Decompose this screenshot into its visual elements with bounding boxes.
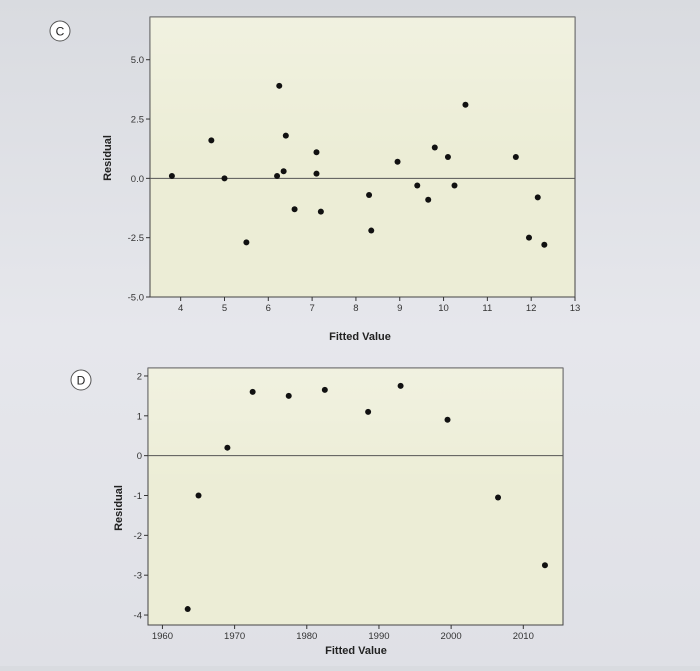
data-point [365,408,372,415]
x-tick-label: 1970 [224,631,245,642]
x-tick-label: 9 [397,303,402,314]
x-tick-label: 1960 [152,631,173,642]
data-point [414,182,421,189]
data-point [431,144,438,151]
x-tick-label: 1990 [368,631,389,642]
data-point [317,208,324,215]
x-axis-d: 1960 1970 1980 1990 2000 2010 [152,625,534,642]
x-tick-label: 2010 [513,631,534,642]
y-tick-label: 1 [137,411,142,422]
data-point [224,444,231,451]
panel-d-label: D [77,374,86,388]
data-point [195,492,202,499]
y-tick-label: 0.0 [131,174,144,185]
x-axis-label-d: Fitted Value [325,645,387,657]
data-point [541,241,548,248]
x-axis-label-c: Fitted Value [329,331,391,343]
x-tick-label: 7 [309,303,314,314]
data-point [462,101,469,108]
data-point [397,382,404,389]
data-point [282,132,289,139]
x-tick-label: 4 [178,303,183,314]
data-point [313,149,320,156]
data-points-c [168,82,548,248]
y-tick-label: 5.0 [131,55,144,66]
data-point [276,82,283,89]
data-point [184,606,191,613]
data-point [366,191,373,198]
x-tick-label: 2000 [441,631,462,642]
data-point [291,206,298,213]
data-point [274,172,281,179]
data-points-d [184,382,548,613]
y-axis-d: 2 1 0 -1 -2 -3 -4 [134,371,148,622]
x-tick-label: 13 [570,303,581,314]
data-point [495,494,502,501]
x-tick-label: 10 [438,303,449,314]
y-axis-label-d: Residual [113,485,125,531]
y-tick-label: -5.0 [128,293,144,304]
data-point [221,175,228,182]
x-tick-label: 5 [222,303,227,314]
x-tick-label: 11 [482,303,492,314]
y-axis-label-c: Residual [102,135,114,181]
data-point [525,234,532,241]
data-point [280,168,287,175]
data-point [208,137,215,144]
data-point [285,392,292,399]
y-tick-label: 0 [137,451,142,462]
y-axis-c: 5.0 2.5 0.0 -2.5 -5.0 [128,55,150,304]
x-tick-label: 6 [266,303,271,314]
data-point [512,154,519,160]
x-tick-label: 8 [353,303,358,314]
data-point [444,154,451,160]
data-point [541,562,548,569]
data-point [394,158,401,165]
y-tick-label: -4 [134,611,142,622]
y-tick-label: 2.5 [131,115,144,126]
data-point [313,170,320,177]
panel-c-label: C [56,25,65,39]
residual-plot-d: D 2 1 0 -1 -2 -3 -4 1960 1970 1980 1990 2000 2010 F… [70,367,564,657]
panel-d-label-badge [70,369,92,391]
data-point [168,172,175,179]
data-point [451,182,458,189]
data-point [534,194,541,201]
data-point [243,239,250,246]
x-tick-label: 12 [526,303,537,314]
y-tick-label: -3 [134,571,142,582]
y-tick-label: -1 [134,491,142,502]
y-tick-label: -2.5 [128,233,144,244]
x-tick-label: 1980 [296,631,317,642]
data-point [425,196,432,203]
data-point [444,416,451,423]
y-tick-label: 2 [137,371,142,382]
data-point [368,227,375,234]
residual-plot-c: C 5.0 2.5 0.0 -2.5 -5.0 4 5 6 7 8 9 10 11 12 13 Fitte… [49,16,580,343]
x-axis-c: 4 5 6 7 8 9 10 11 12 13 [178,297,580,314]
y-tick-label: -2 [134,531,142,542]
panel-c-label-badge [49,20,71,42]
plot-glare-d [148,368,563,488]
plot-glare-c [150,17,575,157]
data-point [321,386,328,393]
data-point [249,388,256,395]
